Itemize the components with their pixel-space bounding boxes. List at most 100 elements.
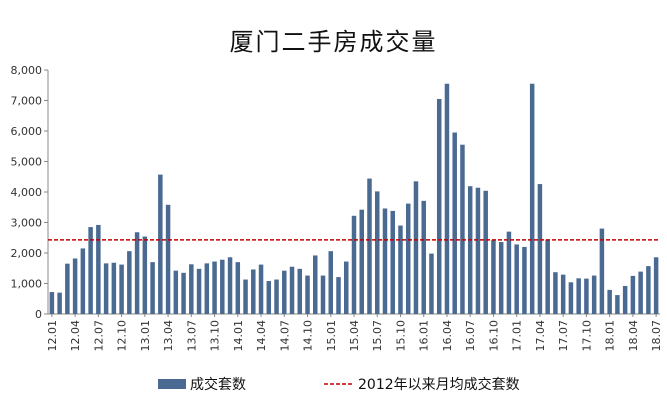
y-tick-label: 4,000 xyxy=(11,186,43,199)
bar xyxy=(390,210,395,314)
x-tick-label: 15.10 xyxy=(394,320,407,352)
bar xyxy=(607,289,612,314)
bar xyxy=(483,190,488,314)
bar xyxy=(475,187,481,314)
bar xyxy=(80,248,86,314)
bar xyxy=(158,174,163,314)
bar xyxy=(413,181,419,314)
x-tick-label: 15.07 xyxy=(371,320,384,352)
y-tick-label: 7,000 xyxy=(11,95,43,108)
bar xyxy=(374,191,380,314)
legend-swatch-bars xyxy=(158,379,186,389)
bar xyxy=(351,215,357,314)
x-tick-label: 12.01 xyxy=(46,320,59,352)
chart-title: 厦门二手房成交量 xyxy=(229,28,438,56)
x-tick-label: 14.07 xyxy=(278,320,291,352)
bar xyxy=(274,279,279,314)
bar xyxy=(421,200,426,314)
y-tick-label: 8,000 xyxy=(11,64,43,77)
x-tick-label: 18.01 xyxy=(604,320,617,352)
x-tick-label: 17.01 xyxy=(511,320,524,352)
bar xyxy=(212,261,217,314)
bar xyxy=(460,144,465,314)
bar xyxy=(189,264,194,314)
bar xyxy=(498,242,504,314)
x-tick-label: 16.01 xyxy=(418,320,431,352)
bar xyxy=(96,224,101,314)
bar xyxy=(258,264,264,314)
bar xyxy=(553,272,558,314)
x-tick-label: 14.10 xyxy=(302,320,315,352)
bar xyxy=(297,268,303,314)
x-tick-labels: 12.01 12.04 12.07 12.10 13.01 13.04 13.07 13.10… xyxy=(46,314,663,352)
x-tick-label: 13.07 xyxy=(185,320,198,352)
bar xyxy=(622,285,628,314)
y-tick-label: 2,000 xyxy=(11,247,43,260)
bar xyxy=(568,282,574,314)
x-tick-label: 18.04 xyxy=(627,320,640,352)
bar xyxy=(142,236,148,314)
bar xyxy=(506,231,512,314)
bar xyxy=(289,266,295,314)
bar xyxy=(545,239,550,314)
x-tick-label: 16.04 xyxy=(441,320,454,352)
x-tick-label: 13.10 xyxy=(209,320,222,352)
bar xyxy=(336,277,341,314)
bar xyxy=(313,255,318,314)
y-tick-label: 6,000 xyxy=(11,125,43,138)
bar xyxy=(359,209,364,314)
bar xyxy=(344,261,349,314)
y-tick-labels: 0 1,000 2,000 3,000 4,000 5,000 6,000 7,000 8,00… xyxy=(11,64,48,321)
bar xyxy=(467,186,473,314)
bar xyxy=(646,266,651,314)
bars-series xyxy=(49,83,659,314)
bar xyxy=(111,262,117,314)
bar xyxy=(591,275,597,314)
bar xyxy=(127,251,132,314)
x-tick-label: 13.04 xyxy=(162,320,175,352)
x-tick-label: 16.10 xyxy=(487,320,500,352)
x-tick-label: 18.07 xyxy=(650,320,663,352)
bar xyxy=(429,253,434,314)
bar xyxy=(181,272,186,314)
bar xyxy=(65,263,70,314)
bar xyxy=(227,257,233,314)
bar xyxy=(638,271,643,314)
bar xyxy=(382,208,388,314)
bar xyxy=(537,184,543,314)
bar xyxy=(49,292,55,314)
bar xyxy=(452,132,457,314)
bar xyxy=(150,262,155,314)
legend-label-bars: 成交套数 xyxy=(190,376,246,393)
bar xyxy=(653,257,659,314)
bar xyxy=(367,178,372,314)
y-tick-label: 0 xyxy=(35,308,42,321)
bar xyxy=(119,264,124,314)
x-tick-label: 14.01 xyxy=(232,320,245,352)
bar xyxy=(444,83,450,314)
bar xyxy=(251,269,256,314)
bar xyxy=(243,279,248,314)
bar xyxy=(165,204,171,314)
bar xyxy=(220,259,225,314)
bar xyxy=(599,228,605,314)
bar xyxy=(57,292,62,314)
bar xyxy=(320,275,326,314)
bar xyxy=(328,251,334,314)
bar xyxy=(204,263,210,314)
x-tick-label: 17.07 xyxy=(557,320,570,352)
x-tick-label: 12.07 xyxy=(92,320,105,352)
bar xyxy=(436,98,442,314)
bar xyxy=(522,246,527,314)
x-tick-label: 17.04 xyxy=(534,320,547,352)
x-tick-label: 13.01 xyxy=(139,320,152,352)
legend-label-line: 2012年以来月均成交套数 xyxy=(358,376,520,393)
bar xyxy=(88,227,93,314)
bar xyxy=(235,262,241,314)
y-tick-label: 5,000 xyxy=(11,156,43,169)
x-tick-label: 12.10 xyxy=(116,320,129,352)
x-tick-label: 15.01 xyxy=(325,320,338,352)
x-tick-label: 17.10 xyxy=(580,320,593,352)
bar xyxy=(560,274,566,314)
